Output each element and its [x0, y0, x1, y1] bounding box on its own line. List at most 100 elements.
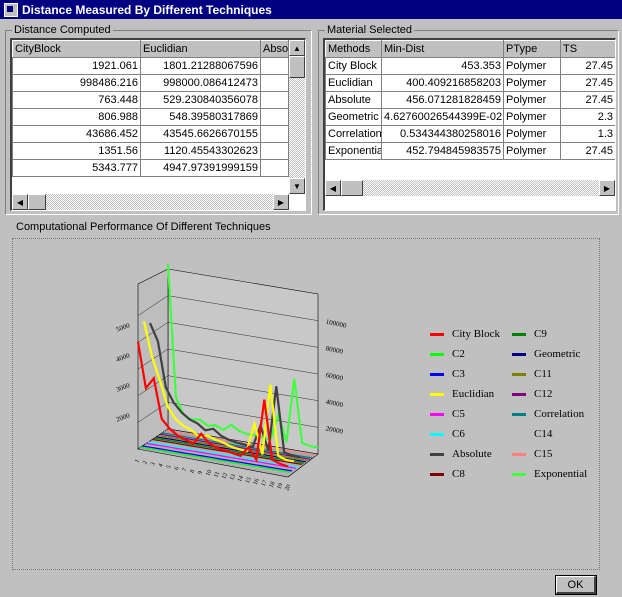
- table-row[interactable]: Exponential 452.794845983575 Polymer 27.45: [325, 142, 615, 160]
- distance-horizontal-scrollbar[interactable]: ◀ ▶: [12, 194, 289, 210]
- legend-swatch: [512, 392, 526, 396]
- table-cell[interactable]: 0.534344380258016: [381, 125, 504, 143]
- table-cell[interactable]: 998000.086412473: [140, 74, 261, 92]
- scroll-thumb[interactable]: [289, 56, 305, 78]
- material-selected-grid[interactable]: Methods Min-Dist PType TS City Block 453.353…: [323, 38, 616, 211]
- legend-item: C12: [512, 388, 552, 400]
- distance-column-header[interactable]: Absolu: [260, 40, 289, 58]
- table-cell[interactable]: [260, 108, 289, 126]
- table-cell[interactable]: 1.3: [560, 125, 615, 143]
- series-line: [136, 341, 289, 468]
- table-cell[interactable]: 400.409216858203: [381, 74, 504, 92]
- table-cell[interactable]: 1120.45543302623: [140, 142, 261, 160]
- table-row[interactable]: 998486.216 998000.086412473: [12, 74, 289, 92]
- table-cell[interactable]: 456.071281828459: [381, 91, 504, 109]
- table-cell[interactable]: Geometric: [325, 108, 382, 126]
- table-row[interactable]: City Block 453.353 Polymer 27.45: [325, 57, 615, 75]
- table-cell[interactable]: 806.988: [12, 108, 141, 126]
- distance-computed-table: CityBlockEuclidianAbsolu 1921.0611801.21…: [12, 40, 289, 177]
- series-line: [153, 437, 305, 464]
- table-row[interactable]: Euclidian 400.409216858203 Polymer 27.45: [325, 74, 615, 92]
- table-row[interactable]: 1351.56 1120.45543302623: [12, 142, 289, 160]
- x-tick-label: 3: [150, 462, 157, 467]
- table-cell[interactable]: [260, 57, 289, 75]
- table-cell[interactable]: 529.230840356078: [140, 91, 261, 109]
- table-cell[interactable]: Correlation: [325, 125, 382, 143]
- table-cell[interactable]: 2.3: [560, 108, 615, 126]
- table-cell[interactable]: 27.45: [560, 142, 615, 160]
- table-cell[interactable]: [260, 91, 289, 109]
- scroll-down-icon[interactable]: ▼: [289, 178, 305, 194]
- ok-button[interactable]: OK: [555, 575, 597, 595]
- table-cell[interactable]: 1801.21288067596: [140, 57, 261, 75]
- table-cell[interactable]: Polymer: [503, 108, 561, 126]
- table-cell[interactable]: [260, 142, 289, 160]
- table-cell[interactable]: 43545.6626670155: [140, 125, 261, 143]
- table-cell[interactable]: 548.39580317869: [140, 108, 261, 126]
- table-cell[interactable]: 453.353: [381, 57, 504, 75]
- distance-column-header[interactable]: CityBlock: [12, 40, 141, 58]
- material-horizontal-scrollbar[interactable]: ◀ ▶: [325, 180, 615, 196]
- table-row[interactable]: 763.448 529.230840356078: [12, 91, 289, 109]
- scroll-up-icon[interactable]: ▲: [289, 40, 305, 56]
- x-tick-label: 1: [134, 459, 141, 464]
- table-cell[interactable]: 1351.56: [12, 142, 141, 160]
- table-cell[interactable]: [260, 159, 289, 177]
- table-cell[interactable]: Euclidian: [325, 74, 382, 92]
- table-cell[interactable]: 27.45: [560, 74, 615, 92]
- scroll-thumb-h[interactable]: [28, 194, 46, 210]
- table-cell[interactable]: 452.794845983575: [381, 142, 504, 160]
- table-cell[interactable]: Polymer: [503, 74, 561, 92]
- chart-section-label: Computational Performance Of Different T…: [16, 221, 271, 233]
- legend-item: C8: [430, 468, 465, 480]
- table-cell[interactable]: Exponential: [325, 142, 382, 160]
- x-tick-label: 18: [269, 481, 277, 489]
- legend-swatch: [512, 433, 526, 436]
- x-tick-label: 14: [237, 475, 245, 483]
- table-row[interactable]: Correlation 0.534344380258016 Polymer 1.3: [325, 125, 615, 143]
- table-cell[interactable]: [260, 125, 289, 143]
- table-row[interactable]: Geometric 4.62760026544399E-02 Polymer 2.3: [325, 108, 615, 126]
- legend-label: C12: [534, 388, 553, 400]
- legend-item: C5: [430, 408, 465, 420]
- table-cell[interactable]: 5343.777: [12, 159, 141, 177]
- scroll-thumb-h[interactable]: [341, 180, 363, 196]
- table-row[interactable]: 806.988 548.39580317869: [12, 108, 289, 126]
- table-cell[interactable]: 27.45: [560, 57, 615, 75]
- table-cell[interactable]: City Block: [325, 57, 382, 75]
- table-row[interactable]: Absolute 456.071281828459 Polymer 27.45: [325, 91, 615, 109]
- table-cell[interactable]: 998486.216: [12, 74, 141, 92]
- left-tick-label: 3000: [115, 381, 131, 393]
- table-cell[interactable]: [260, 74, 289, 92]
- table-cell[interactable]: Polymer: [503, 142, 561, 160]
- material-column-header[interactable]: Methods: [325, 40, 382, 58]
- table-cell[interactable]: Polymer: [503, 125, 561, 143]
- table-cell[interactable]: Polymer: [503, 91, 561, 109]
- chart-frame: 100000 80000 60000 40000 20000 5000 4000 3000 20…: [12, 238, 600, 570]
- table-cell[interactable]: 27.45: [560, 91, 615, 109]
- table-row[interactable]: 1921.061 1801.21288067596: [12, 57, 289, 75]
- material-column-header[interactable]: Min-Dist: [381, 40, 504, 58]
- series-line: [142, 321, 295, 463]
- scroll-right-icon[interactable]: ▶: [273, 194, 289, 210]
- material-column-header[interactable]: PType: [503, 40, 561, 58]
- legend-label: C15: [534, 448, 553, 460]
- legend-item: Euclidian: [430, 388, 494, 400]
- distance-column-header[interactable]: Euclidian: [140, 40, 261, 58]
- distance-computed-grid[interactable]: CityBlockEuclidianAbsolu 1921.0611801.21…: [10, 38, 306, 211]
- material-column-header[interactable]: TS: [560, 40, 615, 58]
- table-cell[interactable]: 763.448: [12, 91, 141, 109]
- legend-item: Absolute: [430, 448, 492, 460]
- table-cell[interactable]: Polymer: [503, 57, 561, 75]
- scroll-right-icon[interactable]: ▶: [599, 180, 615, 196]
- scroll-left-icon[interactable]: ◀: [325, 180, 341, 196]
- table-cell[interactable]: 4947.97391999159: [140, 159, 261, 177]
- scroll-left-icon[interactable]: ◀: [12, 194, 28, 210]
- distance-vertical-scrollbar[interactable]: ▲ ▼: [289, 40, 305, 194]
- table-row[interactable]: 43686.452 43545.6626670155: [12, 125, 289, 143]
- table-cell[interactable]: Absolute: [325, 91, 382, 109]
- table-cell[interactable]: 43686.452: [12, 125, 141, 143]
- table-cell[interactable]: 4.62760026544399E-02: [381, 108, 504, 126]
- table-cell[interactable]: 1921.061: [12, 57, 141, 75]
- table-row[interactable]: 5343.777 4947.97391999159: [12, 159, 289, 177]
